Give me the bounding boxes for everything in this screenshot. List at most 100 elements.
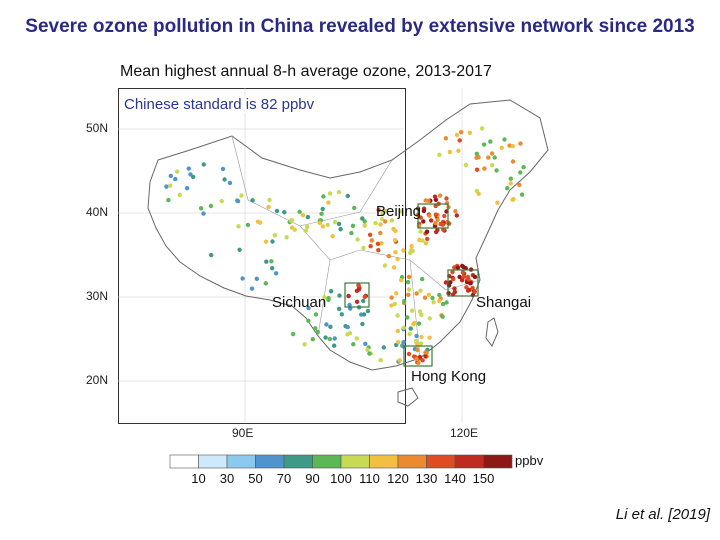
station-dot xyxy=(401,248,406,253)
station-dot xyxy=(328,324,333,329)
station-dot xyxy=(354,288,360,293)
station-dot xyxy=(448,280,453,285)
station-dot xyxy=(313,312,319,317)
station-dot xyxy=(461,274,467,279)
station-dot xyxy=(300,213,306,218)
station-dot xyxy=(368,244,373,249)
station-dot xyxy=(427,316,432,321)
station-dot xyxy=(467,130,473,135)
station-dot xyxy=(423,241,429,246)
station-dot xyxy=(166,197,171,203)
colorbar-swatch xyxy=(283,454,313,469)
station-dot xyxy=(332,219,338,225)
station-dot xyxy=(431,300,436,305)
box-hongkong xyxy=(403,345,433,367)
station-dot xyxy=(322,295,327,300)
station-dot xyxy=(245,222,251,228)
station-dot xyxy=(273,271,279,276)
station-dot xyxy=(422,295,428,300)
station-dot xyxy=(360,321,365,327)
colorbar-swatch xyxy=(198,454,228,469)
station-dot xyxy=(326,296,331,301)
station-dot xyxy=(416,321,422,326)
lon-label-120e: 120E xyxy=(450,426,479,440)
station-dot xyxy=(418,288,423,293)
station-dot xyxy=(416,360,421,365)
station-dot xyxy=(430,295,435,301)
station-dots xyxy=(164,126,526,365)
colorbar-swatch xyxy=(169,454,199,469)
station-dot xyxy=(188,172,193,177)
station-dot xyxy=(324,322,329,327)
station-dot xyxy=(461,264,466,270)
station-dot xyxy=(410,308,415,313)
station-dot xyxy=(426,198,431,203)
station-dot xyxy=(437,152,442,157)
lat-label-30n: 30N xyxy=(86,289,109,303)
station-dot xyxy=(337,293,342,298)
station-dot xyxy=(313,326,318,331)
station-dot xyxy=(452,265,457,270)
station-dot xyxy=(317,220,322,226)
station-dot xyxy=(354,299,360,304)
station-dot xyxy=(336,189,342,195)
colorbar-tick-label: 90 xyxy=(305,471,320,486)
colorbar-tick-label: 150 xyxy=(472,471,495,486)
station-dot xyxy=(389,303,394,308)
station-dot xyxy=(421,219,426,224)
box-sichuan xyxy=(344,282,370,308)
station-dot xyxy=(330,234,335,239)
station-dot xyxy=(474,151,479,156)
station-dot xyxy=(427,213,432,218)
station-dot xyxy=(383,219,388,224)
station-dot xyxy=(327,191,333,196)
station-dot xyxy=(356,283,361,288)
citation: Li et al. [2019] xyxy=(615,506,710,523)
station-dot xyxy=(284,235,289,240)
station-dot xyxy=(454,132,460,138)
station-dot xyxy=(222,177,227,182)
station-dot xyxy=(518,141,523,146)
station-dot xyxy=(339,312,344,317)
station-dot xyxy=(409,244,414,249)
station-dot xyxy=(397,358,402,363)
station-dot xyxy=(492,155,497,160)
station-dot xyxy=(303,228,308,233)
map-gridlines xyxy=(118,88,463,422)
station-dot xyxy=(349,230,354,236)
station-dot xyxy=(326,200,331,205)
station-dot xyxy=(460,270,466,275)
station-dot xyxy=(173,176,178,182)
station-dot xyxy=(468,281,473,286)
station-dot xyxy=(305,224,310,229)
station-dot xyxy=(201,162,206,167)
station-dot xyxy=(456,148,461,153)
station-dot xyxy=(486,155,491,160)
station-dot xyxy=(435,227,440,233)
station-dot xyxy=(412,320,417,326)
station-dot xyxy=(354,336,359,341)
lat-label-40n: 40N xyxy=(86,205,109,219)
colorbar-tick-label: 120 xyxy=(387,471,409,486)
city-label-beijing: Beijing xyxy=(376,203,422,220)
station-dot xyxy=(367,232,373,237)
station-dot xyxy=(425,236,430,242)
station-dot xyxy=(346,293,351,299)
station-dot xyxy=(264,259,269,264)
slide-title: Severe ozone pollution in China revealed… xyxy=(25,16,695,37)
station-dot xyxy=(347,302,352,308)
station-dot xyxy=(184,186,190,191)
colorbar-tick-label: 30 xyxy=(219,471,235,486)
station-dot xyxy=(414,291,419,296)
station-dot xyxy=(297,209,302,214)
station-dot xyxy=(433,212,439,217)
station-dot xyxy=(378,358,383,363)
station-dot xyxy=(175,169,180,174)
station-dot xyxy=(407,331,412,337)
station-dot xyxy=(426,292,432,297)
station-dot xyxy=(463,162,469,168)
station-dot xyxy=(350,223,356,228)
station-dot xyxy=(389,295,394,300)
station-dot xyxy=(418,215,423,220)
taiwan-island xyxy=(485,317,499,347)
